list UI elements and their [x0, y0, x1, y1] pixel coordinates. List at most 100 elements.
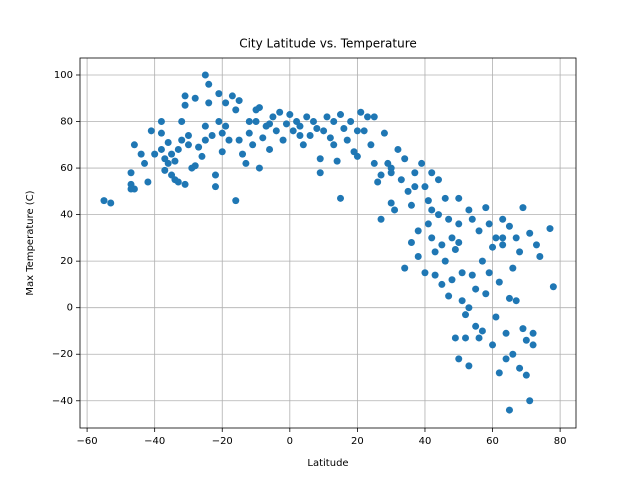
point	[455, 220, 463, 228]
point	[458, 297, 466, 305]
point	[211, 171, 219, 179]
point	[489, 243, 497, 251]
point	[468, 215, 476, 223]
point	[414, 252, 422, 260]
point	[397, 176, 405, 184]
point	[516, 248, 524, 256]
point	[438, 280, 446, 288]
point	[485, 220, 493, 228]
y-tick-label: 100	[54, 70, 73, 81]
point	[407, 201, 415, 209]
point	[465, 206, 473, 214]
x-tick-label: −40	[144, 436, 165, 447]
point	[522, 371, 530, 379]
point	[218, 129, 226, 137]
y-axis-label: Max Temperature (C)	[25, 190, 36, 295]
point	[211, 183, 219, 191]
point	[326, 134, 334, 142]
point	[337, 194, 345, 202]
point	[536, 252, 544, 260]
point	[255, 164, 263, 172]
chart-title: City Latitude vs. Temperature	[239, 37, 417, 51]
point	[495, 369, 503, 377]
point	[380, 129, 388, 137]
point	[428, 234, 436, 242]
point	[107, 199, 115, 207]
point	[347, 118, 355, 126]
y-tick-label: −40	[52, 396, 73, 407]
point	[370, 159, 378, 167]
point	[181, 180, 189, 188]
point	[532, 241, 540, 249]
point	[201, 71, 209, 79]
point	[191, 94, 199, 102]
point	[367, 141, 375, 149]
point	[438, 241, 446, 249]
point	[502, 355, 510, 363]
point	[161, 166, 169, 174]
point	[205, 80, 213, 88]
point	[269, 113, 277, 121]
point	[100, 197, 108, 205]
point	[499, 215, 507, 223]
point	[549, 283, 557, 291]
point	[519, 325, 527, 333]
point	[370, 113, 378, 121]
y-tick-label: 0	[67, 303, 73, 314]
point	[252, 118, 260, 126]
point	[421, 269, 429, 277]
point	[411, 183, 419, 191]
point	[448, 234, 456, 242]
point	[286, 111, 294, 119]
x-tick-label: −20	[212, 436, 233, 447]
point	[299, 141, 307, 149]
point	[141, 159, 149, 167]
point	[462, 334, 470, 342]
point	[225, 136, 233, 144]
point	[191, 162, 199, 170]
point	[401, 155, 409, 163]
point	[289, 127, 297, 135]
point	[303, 113, 311, 121]
point	[434, 176, 442, 184]
y-tick-label: 20	[60, 256, 73, 267]
point	[144, 178, 152, 186]
point	[492, 313, 500, 321]
point	[478, 257, 486, 265]
point	[499, 234, 507, 242]
point	[208, 131, 216, 139]
point	[157, 118, 165, 126]
point	[266, 120, 274, 128]
point	[451, 246, 459, 254]
point	[296, 131, 304, 139]
point	[357, 108, 365, 116]
x-tick-label: 0	[287, 436, 293, 447]
point	[472, 322, 480, 330]
point	[404, 187, 412, 195]
point	[387, 199, 395, 207]
point	[330, 141, 338, 149]
point	[431, 271, 439, 279]
point	[482, 290, 490, 298]
y-tick-label: 60	[60, 163, 73, 174]
point	[418, 159, 426, 167]
point	[235, 136, 243, 144]
point	[168, 150, 176, 158]
point	[458, 269, 466, 277]
point	[512, 234, 520, 242]
point	[495, 278, 503, 286]
point	[259, 134, 267, 142]
point	[316, 169, 324, 177]
point	[333, 157, 341, 165]
point	[516, 364, 524, 372]
point	[130, 141, 138, 149]
point	[462, 311, 470, 319]
point	[178, 136, 186, 144]
point	[147, 127, 155, 135]
x-tick-label: −60	[77, 436, 98, 447]
point	[526, 229, 534, 237]
point	[377, 215, 385, 223]
point	[313, 125, 321, 133]
point	[445, 215, 453, 223]
point	[411, 169, 419, 177]
